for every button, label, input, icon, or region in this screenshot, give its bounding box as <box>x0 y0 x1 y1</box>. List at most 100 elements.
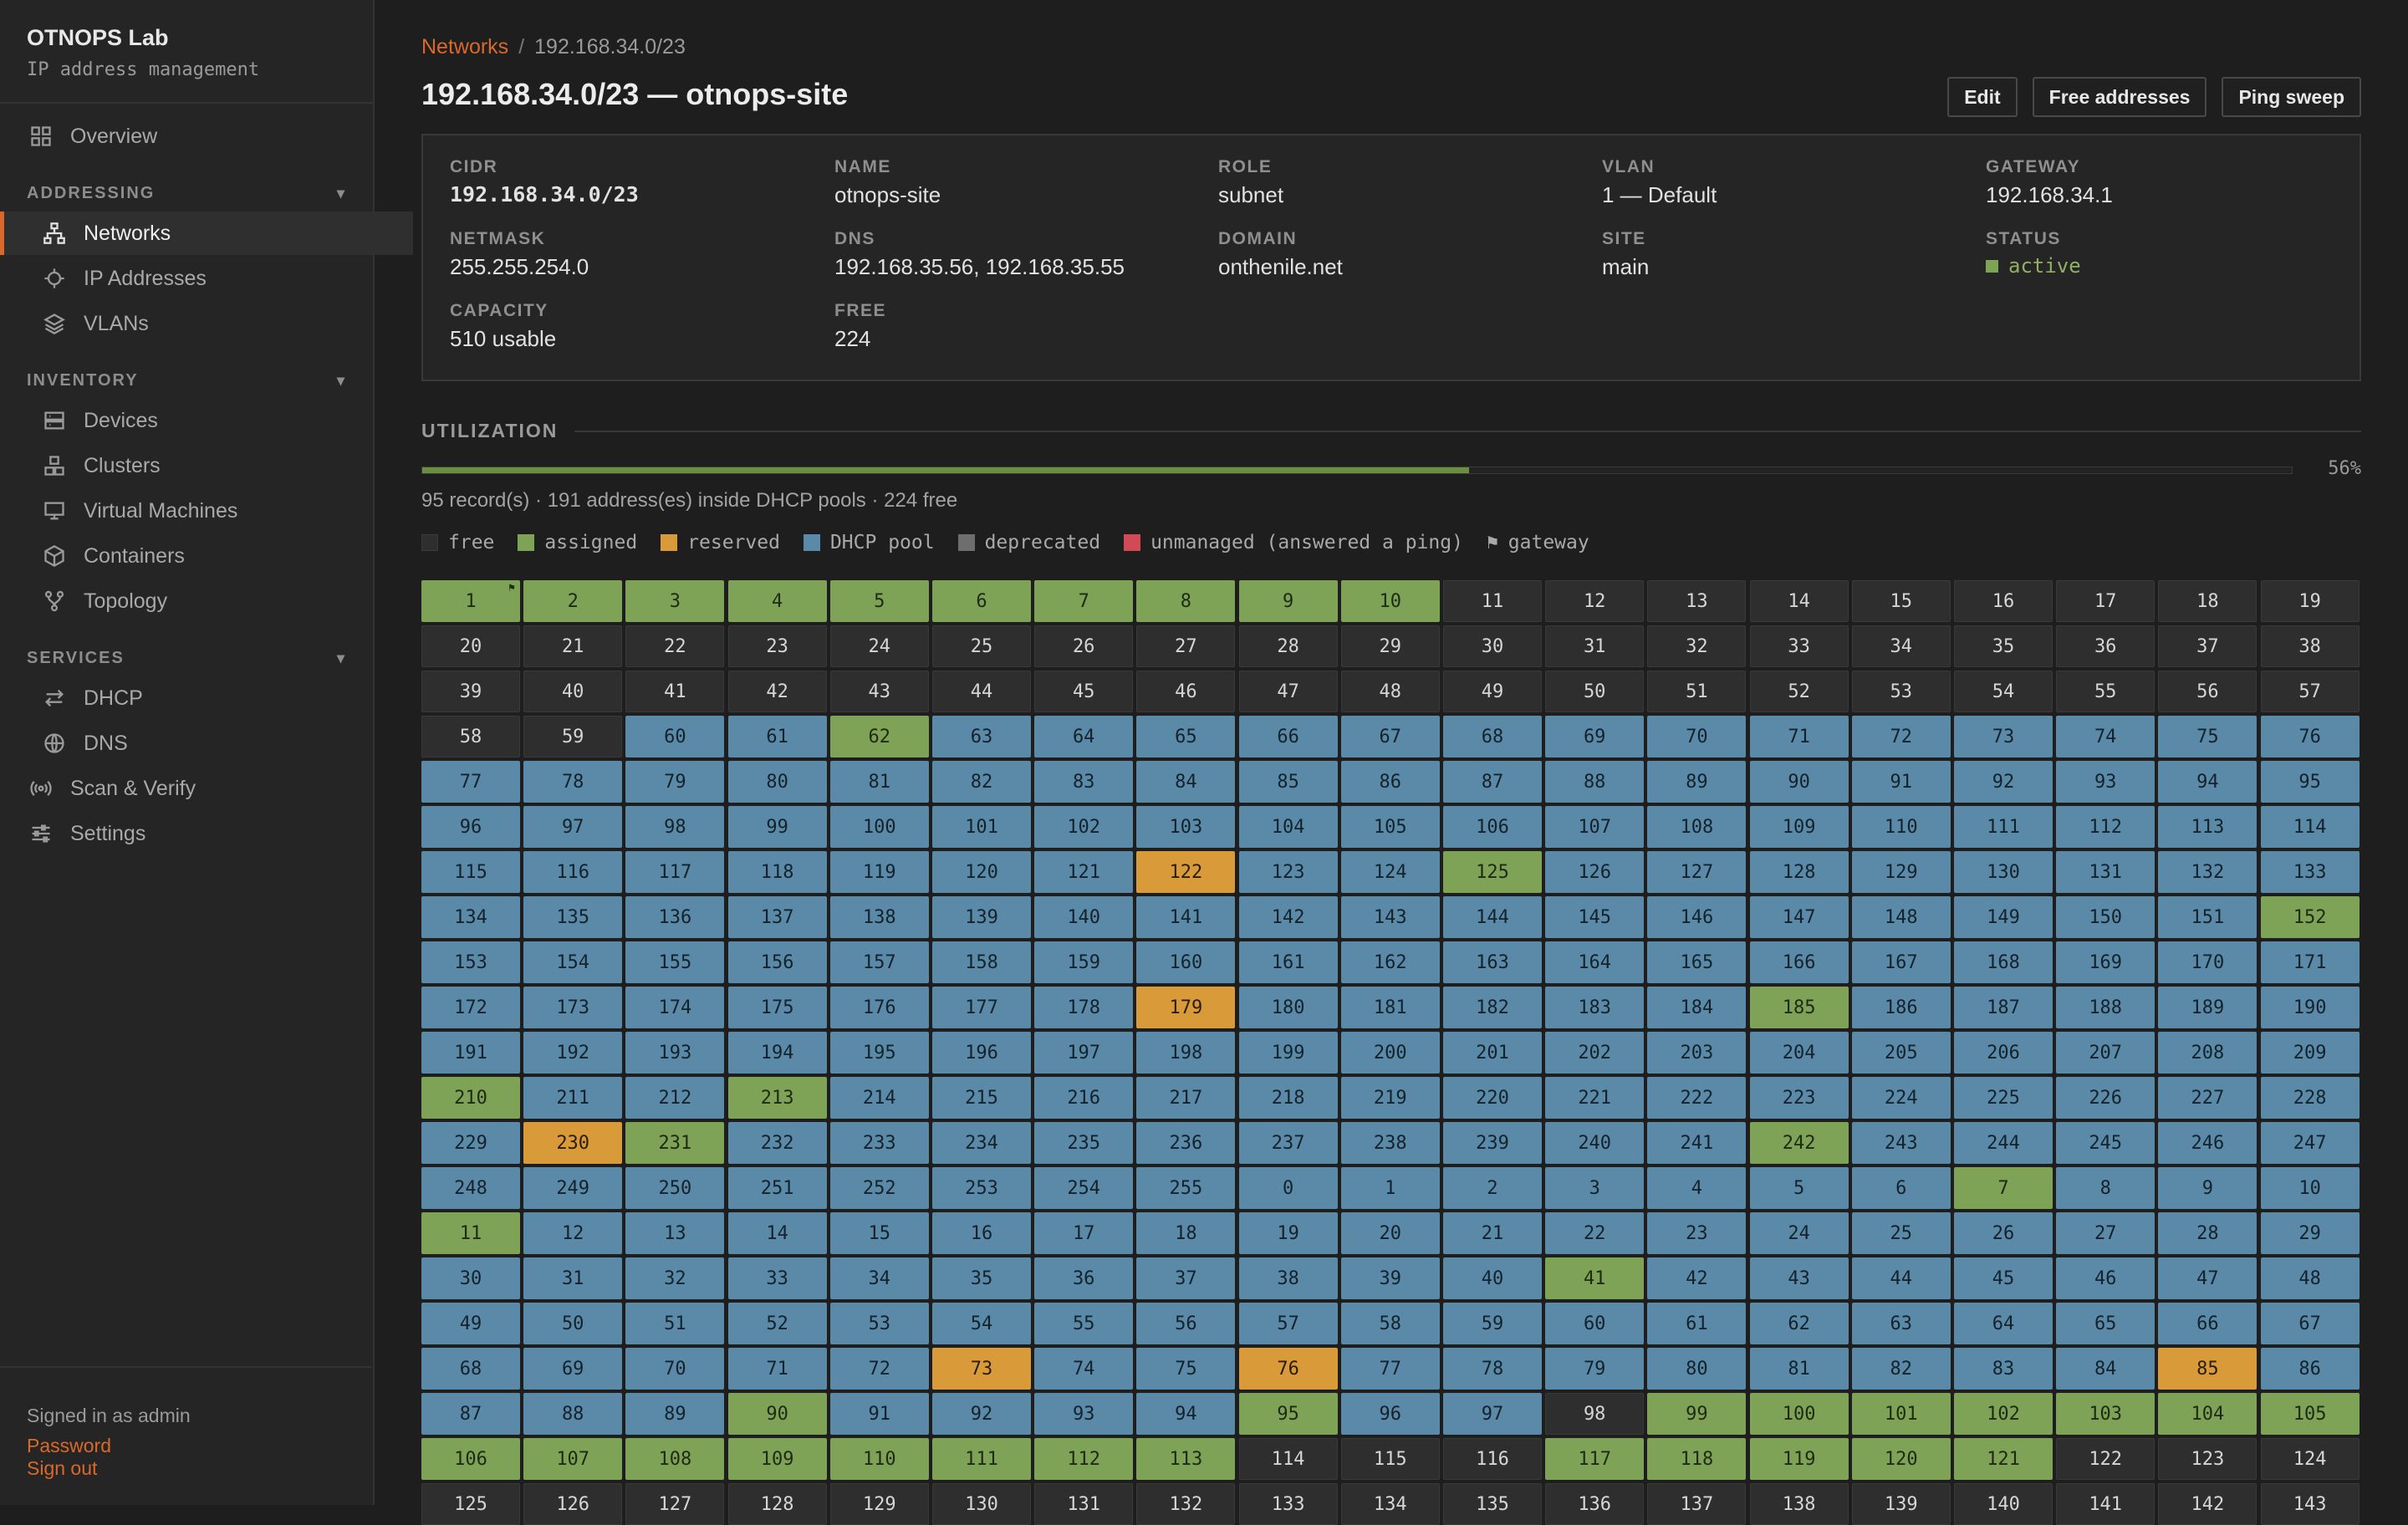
address-cell[interactable]: 237 <box>1238 1122 1338 1164</box>
address-cell[interactable]: 52 <box>727 1303 827 1344</box>
sign-out-link[interactable]: Sign out <box>27 1457 98 1479</box>
address-cell[interactable]: 103 <box>2056 1393 2155 1435</box>
address-cell[interactable]: 149 <box>1954 896 2053 938</box>
address-cell[interactable]: 70 <box>625 1348 725 1390</box>
address-cell[interactable]: 192 <box>523 1032 623 1074</box>
breadcrumb-networks-link[interactable]: Networks <box>421 35 509 59</box>
address-cell[interactable]: 56 <box>2158 671 2258 712</box>
address-cell[interactable]: 100 <box>1749 1393 1849 1435</box>
address-cell[interactable]: 9 <box>2158 1167 2258 1209</box>
address-cell[interactable]: 236 <box>1136 1122 1236 1164</box>
address-cell[interactable]: 3 <box>1545 1167 1645 1209</box>
address-cell[interactable]: 96 <box>1340 1393 1440 1435</box>
address-cell[interactable]: 67 <box>1340 716 1440 757</box>
address-cell[interactable]: 89 <box>1647 761 1747 803</box>
address-cell[interactable]: 115 <box>1340 1438 1440 1480</box>
address-cell[interactable]: 79 <box>625 761 725 803</box>
address-cell[interactable]: 91 <box>1851 761 1951 803</box>
address-cell[interactable]: 48 <box>1340 671 1440 712</box>
address-cell[interactable]: 130 <box>1954 851 2053 893</box>
address-cell[interactable]: 50 <box>523 1303 623 1344</box>
address-cell[interactable]: 11 <box>421 1212 520 1254</box>
address-cell[interactable]: 249 <box>523 1167 623 1209</box>
address-cell[interactable]: 115 <box>421 851 520 893</box>
address-cell[interactable]: 243 <box>1851 1122 1951 1164</box>
address-cell[interactable]: 153 <box>421 941 520 983</box>
address-cell[interactable]: 67 <box>2260 1303 2360 1344</box>
address-cell[interactable]: 23 <box>727 625 827 667</box>
address-cell[interactable]: 5 <box>1749 1167 1849 1209</box>
address-cell[interactable]: 45 <box>1034 671 1134 712</box>
address-cell[interactable]: 77 <box>421 761 520 803</box>
address-cell[interactable]: 156 <box>727 941 827 983</box>
address-cell[interactable]: 141 <box>1136 896 1236 938</box>
address-cell[interactable]: 251 <box>727 1167 827 1209</box>
address-cell[interactable]: 1 <box>1340 1167 1440 1209</box>
address-cell[interactable]: 181 <box>1340 987 1440 1028</box>
address-cell[interactable]: 17 <box>2056 580 2155 622</box>
address-cell[interactable]: 152 <box>2260 896 2360 938</box>
address-cell[interactable]: 22 <box>625 625 725 667</box>
address-cell[interactable]: 171 <box>2260 941 2360 983</box>
address-cell[interactable]: 62 <box>829 716 929 757</box>
address-cell[interactable]: 144 <box>1443 896 1542 938</box>
address-cell[interactable]: 138 <box>829 896 929 938</box>
address-cell[interactable]: 64 <box>1034 716 1134 757</box>
address-cell[interactable]: 242 <box>1749 1122 1849 1164</box>
address-cell[interactable]: 41 <box>625 671 725 712</box>
address-cell[interactable]: 68 <box>1443 716 1542 757</box>
address-cell[interactable]: 1 ⚑ <box>421 580 520 622</box>
address-cell[interactable]: 83 <box>1954 1348 2053 1390</box>
address-cell[interactable]: 124 <box>1340 851 1440 893</box>
address-cell[interactable]: 254 <box>1034 1167 1134 1209</box>
address-cell[interactable]: 168 <box>1954 941 2053 983</box>
address-cell[interactable]: 16 <box>932 1212 1031 1254</box>
address-cell[interactable]: 93 <box>1034 1393 1134 1435</box>
address-cell[interactable]: 146 <box>1647 896 1747 938</box>
address-cell[interactable]: 17 <box>1034 1212 1134 1254</box>
address-cell[interactable]: 24 <box>829 625 929 667</box>
address-cell[interactable]: 253 <box>932 1167 1031 1209</box>
address-cell[interactable]: 95 <box>1238 1393 1338 1435</box>
address-cell[interactable]: 32 <box>625 1257 725 1299</box>
address-cell[interactable]: 216 <box>1034 1077 1134 1119</box>
address-cell[interactable]: 200 <box>1340 1032 1440 1074</box>
address-cell[interactable]: 41 <box>1545 1257 1645 1299</box>
address-cell[interactable]: 99 <box>1647 1393 1747 1435</box>
address-cell[interactable]: 122 <box>2056 1438 2155 1480</box>
address-cell[interactable]: 197 <box>1034 1032 1134 1074</box>
address-cell[interactable]: 185 <box>1749 987 1849 1028</box>
address-cell[interactable]: 13 <box>625 1212 725 1254</box>
sidebar-item-dns[interactable]: DNS <box>0 722 413 765</box>
address-cell[interactable]: 119 <box>829 851 929 893</box>
address-cell[interactable]: 232 <box>727 1122 827 1164</box>
address-cell[interactable]: 56 <box>1136 1303 1236 1344</box>
address-cell[interactable]: 100 <box>829 806 929 848</box>
address-cell[interactable]: 98 <box>625 806 725 848</box>
address-cell[interactable]: 34 <box>829 1257 929 1299</box>
address-cell[interactable]: 255 <box>1136 1167 1236 1209</box>
address-cell[interactable]: 14 <box>727 1212 827 1254</box>
address-cell[interactable]: 250 <box>625 1167 725 1209</box>
address-cell[interactable]: 157 <box>829 941 929 983</box>
address-cell[interactable]: 62 <box>1749 1303 1849 1344</box>
address-cell[interactable]: 244 <box>1954 1122 2053 1164</box>
address-cell[interactable]: 211 <box>523 1077 623 1119</box>
address-cell[interactable]: 246 <box>2158 1122 2258 1164</box>
address-cell[interactable]: 20 <box>1340 1212 1440 1254</box>
address-cell[interactable]: 45 <box>1954 1257 2053 1299</box>
address-cell[interactable]: 194 <box>727 1032 827 1074</box>
address-cell[interactable]: 64 <box>1954 1303 2053 1344</box>
address-cell[interactable]: 138 <box>1749 1483 1849 1525</box>
address-cell[interactable]: 59 <box>523 716 623 757</box>
address-cell[interactable]: 121 <box>1954 1438 2053 1480</box>
address-cell[interactable]: 247 <box>2260 1122 2360 1164</box>
address-cell[interactable]: 193 <box>625 1032 725 1074</box>
address-cell[interactable]: 66 <box>1238 716 1338 757</box>
address-cell[interactable]: 72 <box>1851 716 1951 757</box>
address-cell[interactable]: 6 <box>932 580 1031 622</box>
address-cell[interactable]: 162 <box>1340 941 1440 983</box>
address-cell[interactable]: 74 <box>2056 716 2155 757</box>
address-cell[interactable]: 241 <box>1647 1122 1747 1164</box>
address-cell[interactable]: 109 <box>727 1438 827 1480</box>
